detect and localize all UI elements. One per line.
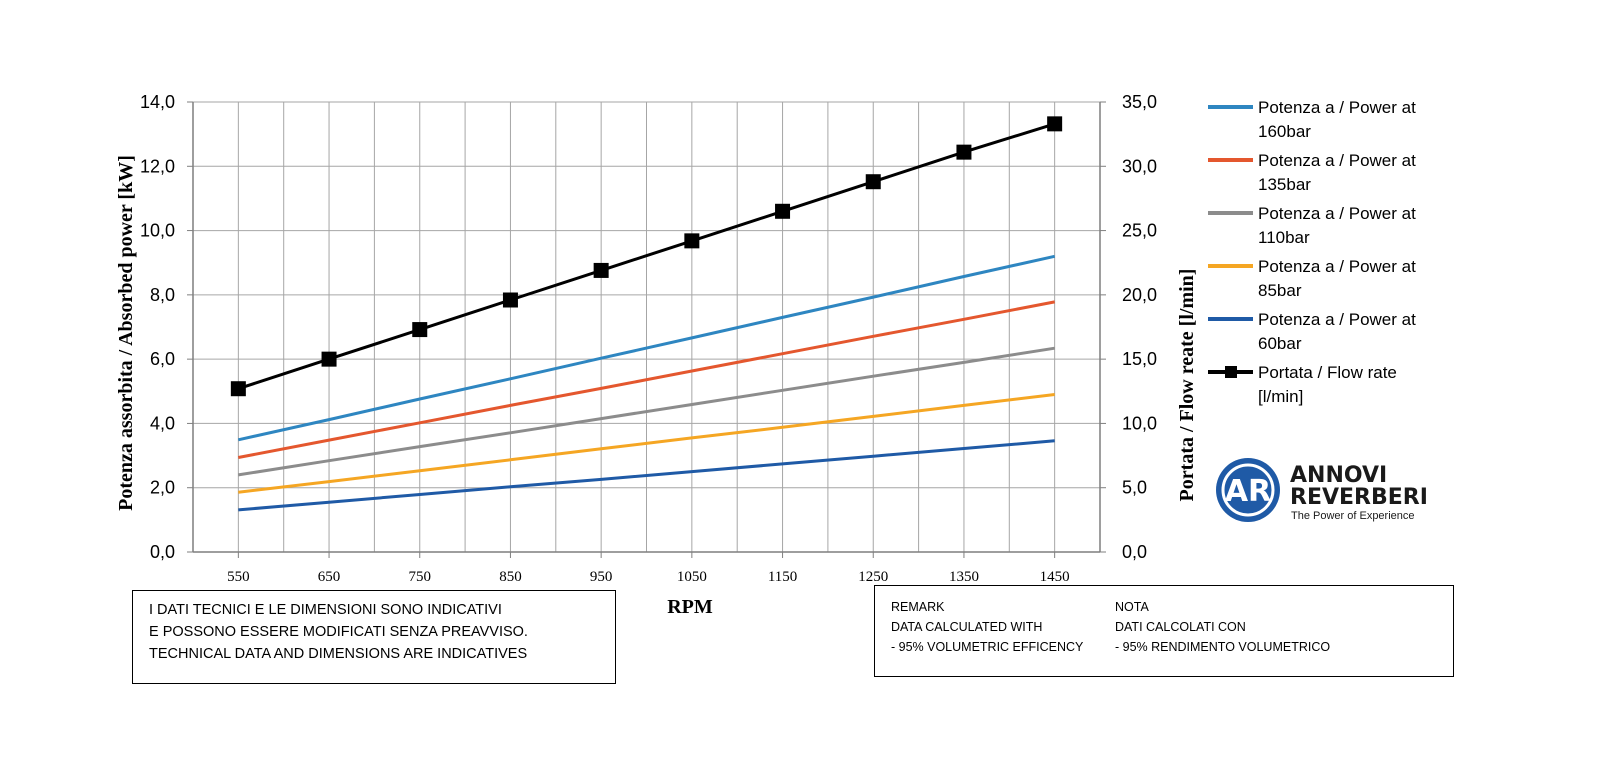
- left-tick-label: 0,0: [150, 542, 175, 562]
- left-tick-label: 8,0: [150, 285, 175, 305]
- left-tick-label: 2,0: [150, 478, 175, 498]
- right-tick-label: 0,0: [1122, 542, 1147, 562]
- right-tick-label: 15,0: [1122, 349, 1157, 369]
- remark-line: REMARK: [891, 600, 945, 614]
- legend-label: Potenza a / Power at: [1258, 151, 1416, 170]
- x-axis-ticks: 550 650 750 850 950 1050 1150 1250 1350 1450: [227, 552, 1070, 585]
- remark-line: - 95% VOLUMETRIC EFFICENCY: [891, 640, 1084, 654]
- x-tick-label: 1050: [677, 569, 707, 585]
- logo-letters: AR: [1225, 474, 1271, 509]
- data-point-marker: [956, 144, 972, 160]
- data-point-marker: [321, 351, 337, 367]
- legend-label: Potenza a / Power at: [1258, 204, 1416, 223]
- x-tick-label: 650: [318, 569, 341, 585]
- left-tick-label: 4,0: [150, 413, 175, 433]
- legend-label: 110bar: [1258, 228, 1310, 247]
- disclaimer-line: TECHNICAL DATA AND DIMENSIONS ARE INDICA…: [149, 646, 528, 662]
- left-tick-label: 12,0: [140, 156, 175, 176]
- series-line: [238, 346, 1055, 477]
- remark-line: DATI CALCOLATI CON: [1115, 620, 1246, 634]
- series-line: [238, 300, 1055, 459]
- left-axis-ticks: 0,0 2,0 4,0 6,0 8,0 10,0 12,0 14,0: [140, 92, 193, 562]
- disclaimer-line: E POSSONO ESSERE MODIFICATI SENZA PREAVV…: [149, 624, 528, 640]
- disclaimer-box: I DATI TECNICI E LE DIMENSIONI SONO INDI…: [132, 590, 616, 684]
- legend-label: Potenza a / Power at: [1258, 98, 1416, 117]
- right-tick-label: 25,0: [1122, 221, 1157, 241]
- legend-label: 135bar: [1258, 175, 1311, 194]
- data-point-marker: [865, 174, 881, 190]
- logo-inner-ring-icon: [1221, 463, 1275, 517]
- remark-box: REMARK DATA CALCULATED WITH - 95% VOLUME…: [874, 585, 1454, 677]
- x-tick-label: 750: [409, 569, 432, 585]
- x-tick-label: 550: [227, 569, 250, 585]
- x-axis-title: RPM: [667, 596, 713, 618]
- right-tick-label: 5,0: [1122, 478, 1147, 498]
- x-tick-label: 1250: [858, 569, 888, 585]
- left-tick-label: 10,0: [140, 221, 175, 241]
- x-tick-label: 1350: [949, 569, 979, 585]
- legend-label: [l/min]: [1258, 387, 1303, 406]
- right-axis-ticks: 0,0 5,0 10,0 15,0 20,0 25,0 30,0 35,0: [1100, 92, 1157, 562]
- series-line: [238, 439, 1055, 512]
- right-tick-label: 10,0: [1122, 413, 1157, 433]
- logo-name-line1: ANNOVI: [1290, 463, 1387, 488]
- series-markers: [230, 116, 1063, 397]
- legend-marker: [1225, 366, 1237, 378]
- data-point-marker: [775, 203, 791, 219]
- series-line: [238, 393, 1055, 494]
- left-tick-label: 14,0: [140, 92, 175, 112]
- data-point-marker: [230, 381, 246, 397]
- data-point-marker: [412, 322, 428, 338]
- y-axis-left-title: Potenza assorbita / Absorbed power [kW]: [115, 155, 137, 511]
- remark-line: DATA CALCULATED WITH: [891, 620, 1043, 634]
- x-tick-label: 1450: [1040, 569, 1070, 585]
- series-lines: [237, 122, 1056, 512]
- legend-label: 85bar: [1258, 281, 1302, 300]
- axes: [192, 102, 1101, 553]
- data-point-marker: [593, 262, 609, 278]
- annovi-reverberi-logo: AR ANNOVI REVERBERI The Power of Experie…: [1216, 458, 1428, 522]
- y-axis-right-title: Portata / Flow reate [l/min]: [1176, 269, 1198, 502]
- remark-english: REMARK DATA CALCULATED WITH - 95% VOLUME…: [891, 597, 1083, 657]
- series-line: [237, 254, 1056, 442]
- legend-label: Portata / Flow rate: [1258, 363, 1397, 382]
- remark-line: NOTA: [1115, 600, 1149, 614]
- legend: Potenza a / Power at 160bar Potenza a / Po…: [1208, 98, 1416, 406]
- legend-label: 160bar: [1258, 122, 1311, 141]
- disclaimer-line: I DATI TECNICI E LE DIMENSIONI SONO INDI…: [149, 602, 502, 618]
- legend-label: Potenza a / Power at: [1258, 257, 1416, 276]
- data-point-marker: [684, 233, 700, 249]
- x-tick-label: 850: [499, 569, 522, 585]
- remark-italian: NOTA DATI CALCOLATI CON - 95% RENDIMENTO…: [1115, 597, 1330, 657]
- left-tick-label: 6,0: [150, 349, 175, 369]
- right-tick-label: 35,0: [1122, 92, 1157, 112]
- right-tick-label: 30,0: [1122, 156, 1157, 176]
- logo-name-line2: REVERBERI: [1290, 485, 1428, 510]
- x-tick-label: 1150: [768, 569, 797, 585]
- legend-label: 60bar: [1258, 334, 1302, 353]
- remark-line: - 95% RENDIMENTO VOLUMETRICO: [1115, 640, 1331, 654]
- series-line: [237, 122, 1056, 391]
- right-tick-label: 20,0: [1122, 285, 1157, 305]
- gridlines: [192, 101, 1101, 553]
- logo-circle-icon: [1216, 458, 1280, 522]
- data-point-marker: [502, 292, 518, 308]
- logo-tagline: The Power of Experience: [1291, 510, 1415, 522]
- data-point-marker: [1047, 116, 1063, 132]
- legend-label: Potenza a / Power at: [1258, 310, 1416, 329]
- x-tick-label: 950: [590, 569, 613, 585]
